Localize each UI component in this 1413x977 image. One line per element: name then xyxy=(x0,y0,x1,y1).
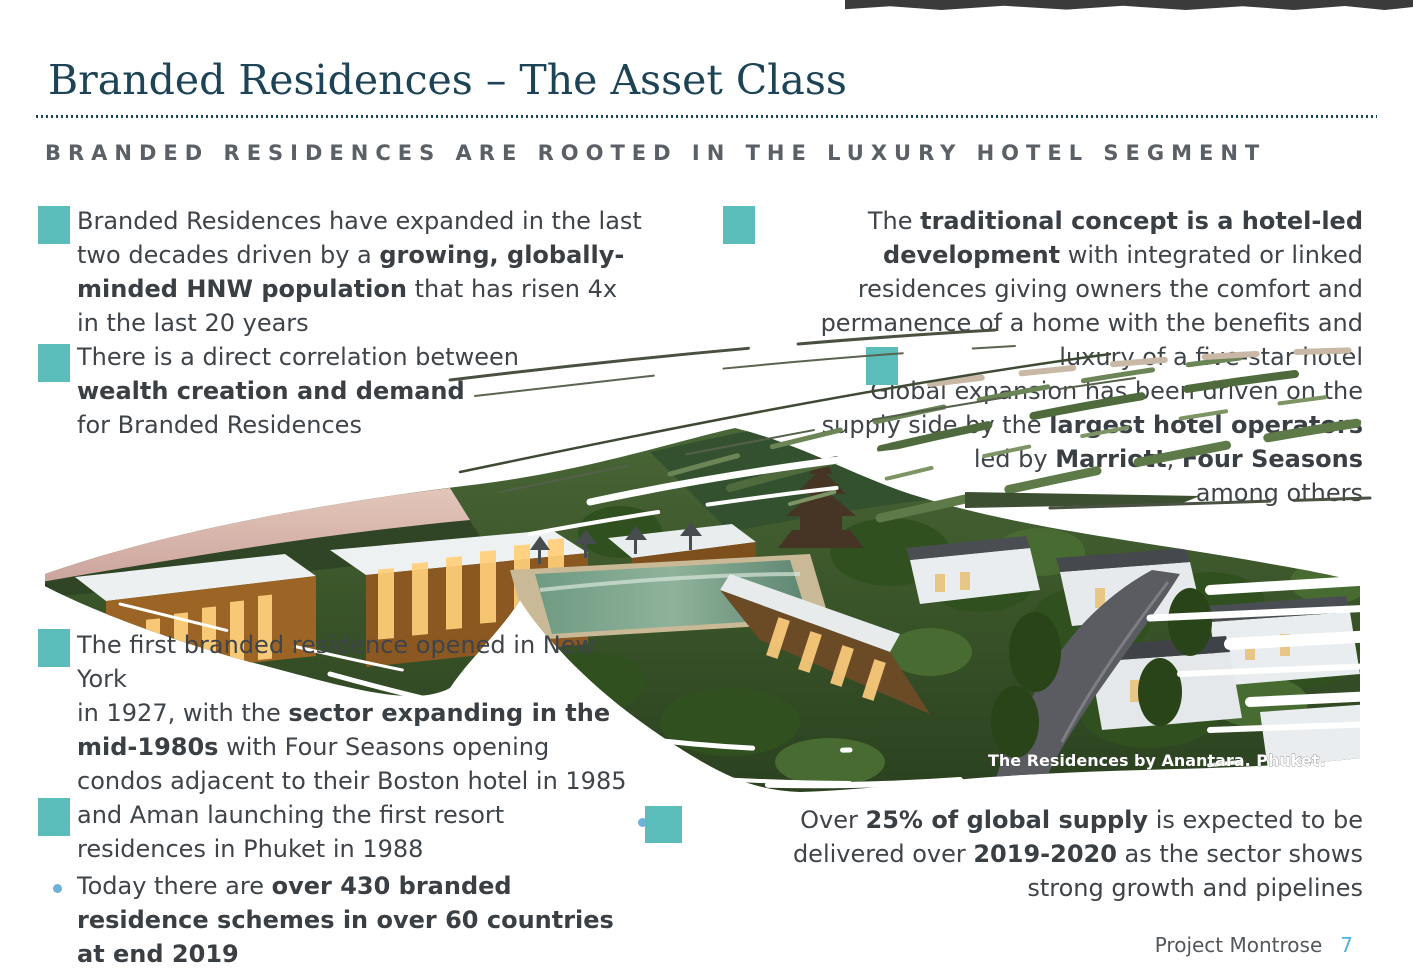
text-line: residences giving owners the comfort and xyxy=(857,275,1363,303)
top-dark-strip xyxy=(845,0,1413,10)
bullet-marker-teal xyxy=(38,629,70,667)
text-line: permanence of a home with the benefits a… xyxy=(820,309,1363,337)
text-line: in 1927, with the sector expanding in th… xyxy=(77,699,611,727)
bullet-text-left-top: Branded Residences have expanded in the … xyxy=(77,204,697,442)
bullet-text-bottom-left: The first branded residence opened in Ne… xyxy=(77,628,697,866)
page-title: Branded Residences – The Asset Class xyxy=(48,56,847,104)
text-line: development with integrated or linked xyxy=(883,241,1363,269)
photo-caption: The Residences by Anantara. Phuket. xyxy=(988,751,1326,770)
bullet-marker-dot xyxy=(638,818,647,827)
text-line: The traditional concept is a hotel-led xyxy=(867,207,1363,235)
dotted-divider xyxy=(36,115,1377,118)
text-line: The first branded residence opened in Ne… xyxy=(77,631,596,659)
text-line: for Branded Residences xyxy=(77,411,362,439)
text-line: residences in Phuket in 1988 xyxy=(77,835,424,863)
bullet-marker-teal xyxy=(866,347,898,385)
text-line: There is a direct correlation between xyxy=(77,343,519,371)
text-line: Global expansion has been driven on the xyxy=(870,377,1363,405)
project-name: Project Montrose xyxy=(1154,933,1323,957)
text-line: strong growth and pipelines xyxy=(1027,874,1363,902)
page-number: 7 xyxy=(1340,933,1353,957)
bullet-marker-teal xyxy=(38,344,70,382)
bullet-marker-teal xyxy=(645,806,682,843)
text-line: residence schemes in over 60 countries xyxy=(77,906,614,934)
text-line: Over 25% of global supply is expected to… xyxy=(800,806,1363,834)
bullet-text-bottom-left-2: Today there are over 430 branded residenc… xyxy=(77,869,697,971)
text-line: at end 2019 xyxy=(77,940,239,968)
text-line: two decades driven by a growing, globall… xyxy=(77,241,625,269)
bullet-marker-dot xyxy=(53,884,62,893)
bullet-marker-teal xyxy=(38,206,70,244)
text-line: in the last 20 years xyxy=(77,309,309,337)
bullet-text-bottom-right: Over 25% of global supply is expected to… xyxy=(683,803,1363,905)
text-line: mid-1980s with Four Seasons opening xyxy=(77,733,550,761)
text-line: York xyxy=(77,665,127,693)
section-heading: BRANDED RESIDENCES ARE ROOTED IN THE LUX… xyxy=(45,141,1267,165)
text-line: delivered over 2019-2020 as the sector s… xyxy=(792,840,1363,868)
text-line: Today there are over 430 branded xyxy=(77,872,512,900)
text-line: minded HNW population that has risen 4x xyxy=(77,275,618,303)
text-line: and Aman launching the first resort xyxy=(77,801,505,829)
bullet-marker-teal xyxy=(723,206,755,244)
text-line: Branded Residences have expanded in the … xyxy=(77,207,642,235)
slide-footer: Project Montrose 7 xyxy=(1155,933,1353,957)
text-line: led by Marriott, Four Seasons xyxy=(973,445,1363,473)
text-line: among others xyxy=(1195,479,1363,507)
bullet-text-right-top: The traditional concept is a hotel-led de… xyxy=(703,204,1363,510)
text-line: supply side by the largest hotel operato… xyxy=(821,411,1363,439)
text-line: luxury of a five-star hotel xyxy=(1059,343,1363,371)
text-line: wealth creation and demand xyxy=(77,377,465,405)
bullet-marker-teal xyxy=(38,798,70,836)
text-line: condos adjacent to their Boston hotel in… xyxy=(77,767,627,795)
